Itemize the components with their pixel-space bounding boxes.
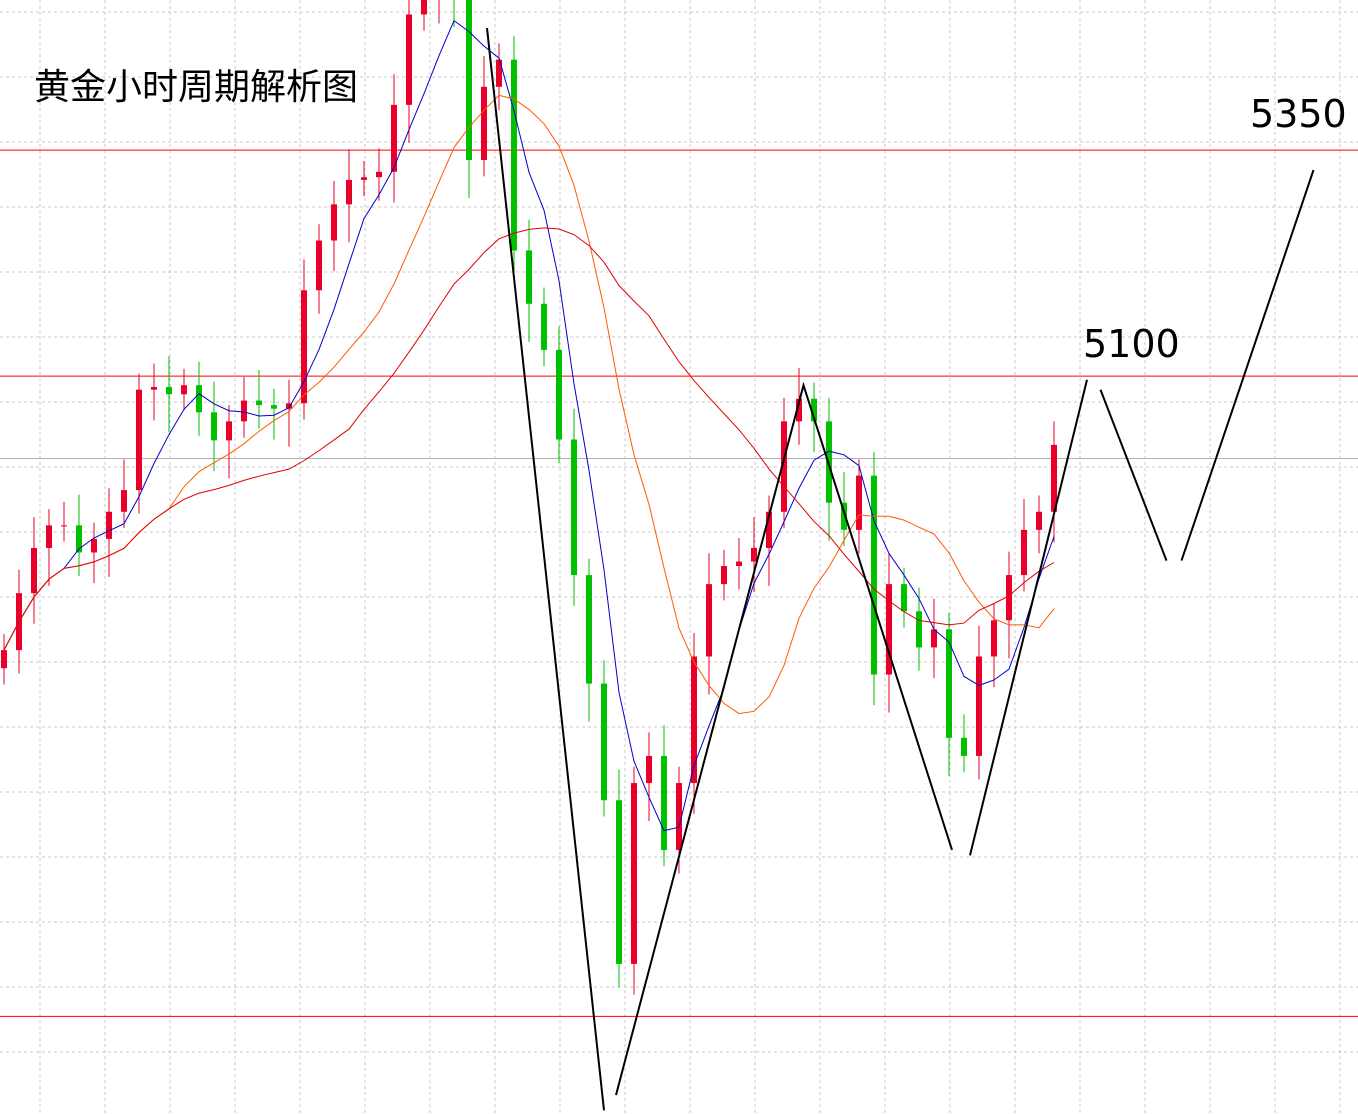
candle-body [31,547,37,594]
candle-body [1021,529,1027,576]
candle-body [526,250,532,304]
candle-body [271,405,277,409]
trend-annotation-line [486,27,605,1111]
chart-title: 黄金小时周期解析图 [34,67,359,108]
candle-body [301,290,307,404]
candle-body [151,387,157,390]
trend-annotation-line [1180,169,1315,561]
candle-body [136,389,142,491]
candle-body [1036,511,1042,530]
moving-average-line [3,94,1055,715]
candle-body [901,584,907,612]
candle-body [181,385,187,395]
candle-body [856,475,862,530]
candle-body [256,400,262,406]
candle-body [406,14,412,105]
candle-body [1051,444,1057,512]
candle-body [76,525,82,553]
candle-body [121,490,127,512]
candle-body [766,511,772,548]
candle-body [676,783,682,850]
candle-body [721,566,727,585]
moving-average-line [3,19,1055,832]
candle-body [736,561,742,567]
candle-body [631,783,637,964]
candle-body [991,620,997,657]
candle-body [691,656,697,784]
candle-body [241,400,247,422]
level-label-5350: 5350 [1250,92,1347,136]
candle-body [496,59,502,87]
candle-body [466,0,472,161]
candle-body [556,349,562,440]
candle-body [616,800,622,964]
candle-body [331,204,337,241]
candle-body [916,611,922,648]
level-label-5100: 5100 [1083,322,1180,366]
candle-body [286,403,292,409]
candle-body [61,525,67,527]
candle-body [976,656,982,756]
candle-body [391,104,397,172]
candle-body [751,547,757,562]
candle-body [781,421,787,512]
trend-annotation-line [969,379,1088,856]
candle-body [91,538,97,553]
candle-body [661,755,667,850]
candle-body [871,475,877,675]
candle-body [571,439,577,576]
candle-body [421,0,427,15]
candle-body [46,525,52,548]
candle-body [361,177,367,180]
candle-body [706,584,712,657]
candle-body [961,737,967,756]
candle-body [1,650,7,669]
candle-body [196,385,202,413]
candle-body [511,59,517,251]
candle-body [841,502,847,530]
trend-annotation-line [615,381,953,1096]
candle-body [811,398,817,422]
candle-body [166,387,172,395]
candle-body [316,240,322,291]
candle-body [106,511,112,539]
candle-body [211,412,217,441]
candle-body [481,86,487,161]
candle-body [1006,575,1012,621]
candle-body [346,179,352,205]
candle-body [796,398,802,422]
candle-body [931,629,937,648]
trend-annotation-line [1099,389,1168,561]
candle-body [946,629,952,738]
candle-body [376,171,382,178]
candle-body [601,683,607,801]
candle-body [646,755,652,784]
candle-body [586,575,592,684]
candle-body [886,584,892,675]
candle-body [226,421,232,441]
candle-body [541,303,547,350]
moving-average-line [3,227,1055,651]
